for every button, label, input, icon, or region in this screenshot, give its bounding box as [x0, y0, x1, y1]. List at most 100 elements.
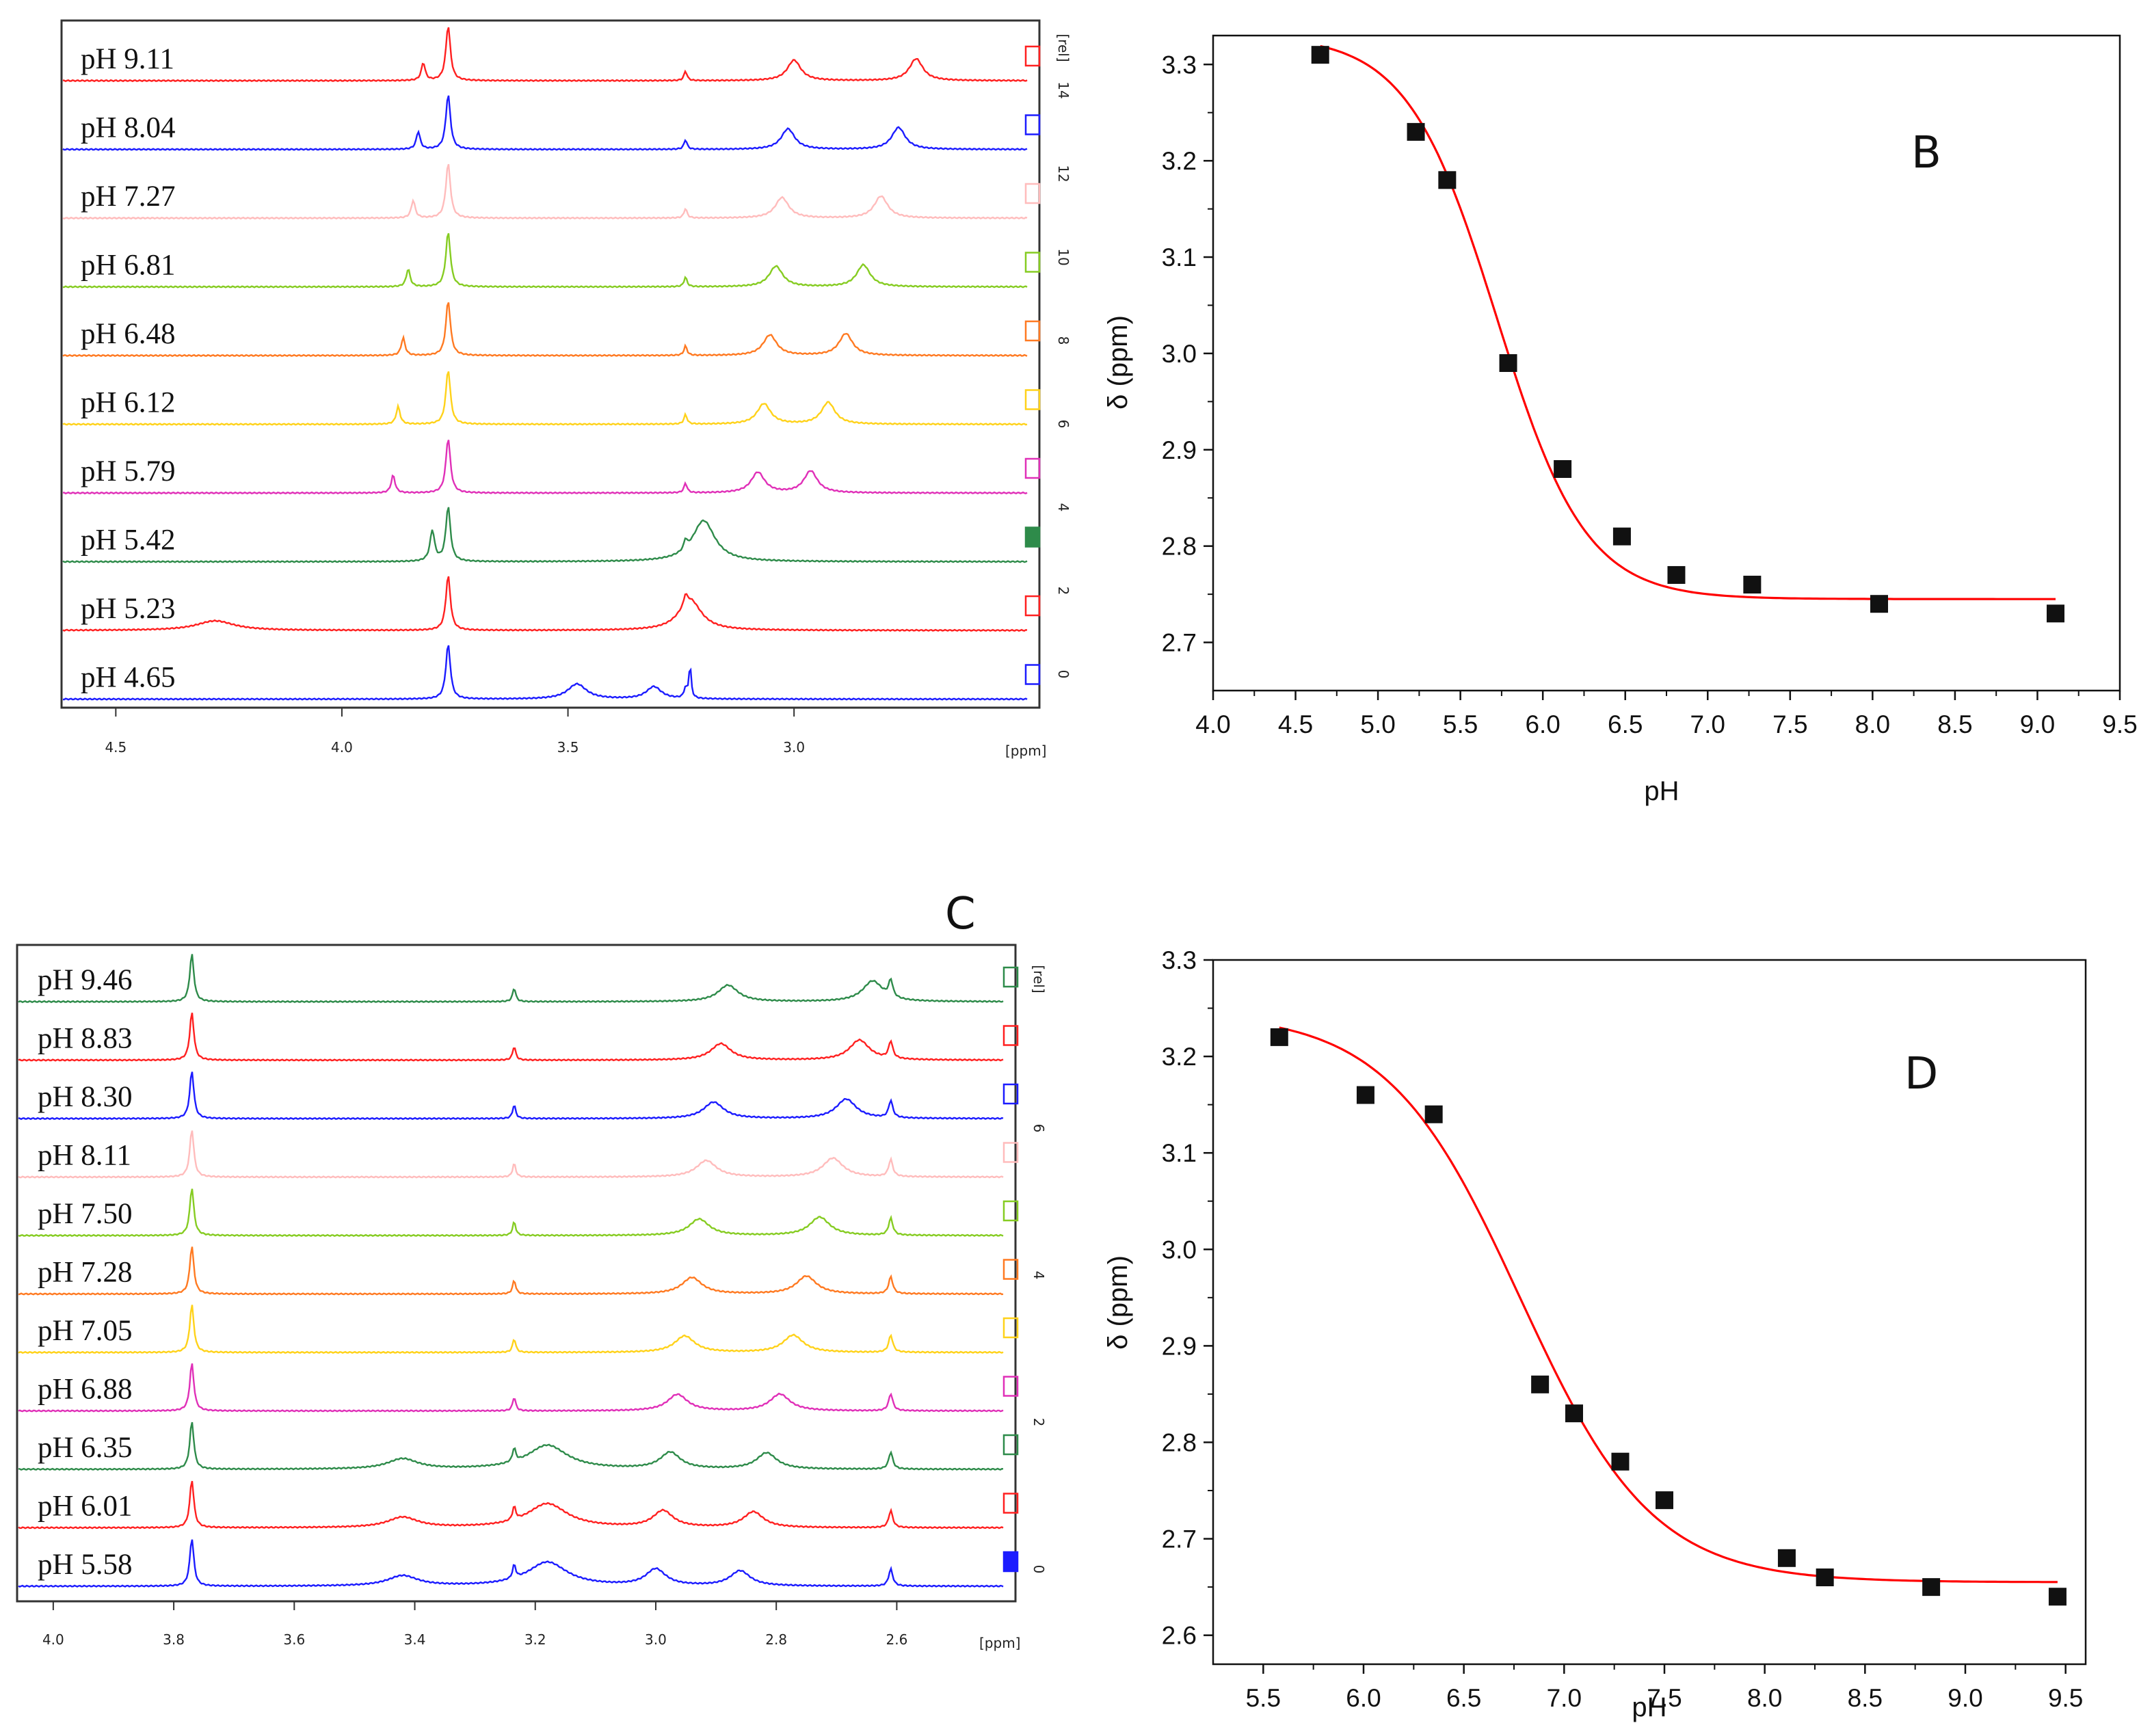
panel-a-x-unit: [ppm]: [1005, 743, 1046, 759]
data-point: [1499, 354, 1517, 372]
spectrum-trace: [62, 232, 1028, 289]
x-tick-label: 7.5: [1772, 710, 1807, 738]
data-point: [1424, 1105, 1443, 1123]
right-scale-tick: 6: [1031, 1124, 1047, 1133]
panel-b-plot: 4.0 4.5 5.0 5.5 6.0 6.5 7.0 7.5 8.0 8.5 9.0 9.5 2.7 2…: [1162, 44, 2138, 738]
y-tick-label: 3.0: [1162, 1236, 1197, 1264]
data-point: [2046, 604, 2064, 623]
panel-d-x-label: pH: [1632, 1692, 1666, 1722]
spectrum-ph-label: pH 5.23: [81, 593, 176, 625]
spectrum-scale-marker: [1024, 114, 1041, 135]
data-point: [1667, 565, 1686, 584]
data-point: [1407, 122, 1425, 141]
panel-b-letter: B: [1911, 128, 1941, 178]
spectrum-ph-label: pH 6.35: [38, 1432, 133, 1464]
panel-a-frame: [60, 19, 1041, 709]
spectrum-scale-marker: [1024, 457, 1041, 479]
spectrum-ph-label: pH 6.12: [81, 387, 176, 419]
spectrum-trace: [18, 1246, 1004, 1296]
x-tick-label: 6.0: [1346, 1684, 1381, 1712]
panel-c-spectra: [18, 954, 1004, 1588]
y-tick-label: 3.2: [1162, 147, 1197, 175]
right-scale-tick: 2: [1055, 587, 1072, 596]
spectrum-ph-label: pH 7.05: [38, 1315, 133, 1347]
data-point: [1743, 576, 1762, 594]
x-tick-label: 8.0: [1855, 710, 1890, 738]
panel-c-x-unit: [ppm]: [979, 1635, 1020, 1651]
x-tick-label: 9.5: [2102, 710, 2137, 738]
spectrum-scale-marker: [1002, 966, 1019, 988]
spectrum-scale-marker: [1024, 45, 1041, 67]
right-scale-unit: [rel]: [1031, 965, 1047, 993]
data-point: [1311, 46, 1329, 64]
x-tick-label: 6.5: [1608, 710, 1643, 738]
y-tick-label: 2.6: [1162, 1622, 1197, 1650]
spectrum-scale-marker: [1024, 526, 1041, 548]
x-tick-label: 8.5: [1848, 1684, 1883, 1712]
spectrum-ph-label: pH 6.88: [38, 1374, 133, 1406]
panel-d-frame: [1212, 959, 2087, 1666]
spectrum-ph-label: pH 6.81: [81, 250, 176, 282]
x-tick-label: 3.0: [783, 739, 805, 756]
spectrum-scale-marker: [1024, 664, 1041, 685]
spectrum-scale-marker: [1002, 1083, 1019, 1105]
y-tick-label: 2.7: [1162, 629, 1197, 657]
panel-d-plot: 5.5 6.0 6.5 7.0 7.5 8.0 8.5 9.0 9.5 2.6 2.7 2.8 2.9 3…: [1162, 946, 2084, 1712]
spectrum-ph-label: pH 7.50: [38, 1198, 133, 1230]
x-tick-label: 5.0: [1360, 710, 1395, 738]
panel-c-frame: [16, 944, 1017, 1603]
panel-c-markers: [1002, 966, 1019, 1573]
x-tick-label: 4.0: [331, 739, 353, 756]
right-scale-tick: 8: [1055, 336, 1072, 345]
x-tick-label: 5.5: [1246, 1684, 1281, 1712]
right-scale-tick: 6: [1055, 420, 1072, 429]
spectrum-ph-label: pH 9.11: [81, 43, 174, 75]
panel-c-right-scale: 6 4 2 0 [rel]: [1031, 965, 1047, 1573]
panel-b-y-label: δ (ppm): [1103, 315, 1133, 410]
spectrum-trace: [62, 507, 1028, 563]
x-tick-label: 9.0: [2020, 710, 2055, 738]
spectrum-trace: [62, 27, 1028, 83]
spectrum-trace: [62, 371, 1028, 426]
spectrum-trace: [18, 1421, 1004, 1471]
x-tick-label: 9.5: [2048, 1684, 2083, 1712]
spectrum-scale-marker: [1024, 320, 1041, 342]
x-tick-label: 7.0: [1547, 1684, 1582, 1712]
spectrum-ph-label: pH 7.27: [81, 181, 176, 213]
spectrum-scale-marker: [1024, 252, 1041, 273]
spectrum-scale-marker: [1024, 389, 1041, 410]
x-tick-label: 3.6: [283, 1631, 305, 1648]
data-point: [1870, 595, 1889, 613]
spectrum-trace: [18, 1305, 1004, 1354]
right-scale-tick: 10: [1055, 248, 1072, 265]
data-point: [1531, 1375, 1550, 1393]
panel-b-x-label: pH: [1644, 776, 1679, 806]
panel-d-y-label: δ (ppm): [1103, 1255, 1133, 1350]
spectrum-scale-marker: [1002, 1493, 1019, 1514]
spectrum-trace: [62, 440, 1028, 495]
panel-d-letter: D: [1904, 1049, 1938, 1099]
x-tick-label: 3.8: [163, 1631, 185, 1648]
spectrum-trace: [18, 954, 1004, 1004]
x-tick-label: 3.0: [645, 1631, 667, 1648]
spectrum-scale-marker: [1002, 1259, 1019, 1280]
data-point: [1611, 1452, 1630, 1471]
data-point: [1612, 527, 1631, 546]
x-tick-label: 9.0: [1948, 1684, 1982, 1712]
x-tick-label: 6.0: [1525, 710, 1560, 738]
y-tick-label: 3.0: [1162, 340, 1197, 368]
right-scale-unit: [rel]: [1055, 34, 1072, 62]
right-scale-tick: 14: [1055, 81, 1072, 98]
spectrum-trace: [18, 1130, 1004, 1179]
y-tick-label: 3.3: [1162, 51, 1197, 79]
x-tick-label: 6.5: [1446, 1684, 1481, 1712]
right-scale-tick: 12: [1055, 165, 1072, 182]
data-point: [1777, 1549, 1796, 1567]
x-tick-label: 4.5: [1278, 710, 1313, 738]
data-point: [1554, 459, 1572, 478]
data-point: [1816, 1568, 1834, 1587]
spectrum-trace: [18, 1188, 1004, 1238]
spectrum-ph-label: pH 5.79: [81, 455, 176, 488]
x-tick-label: 3.2: [524, 1631, 546, 1648]
